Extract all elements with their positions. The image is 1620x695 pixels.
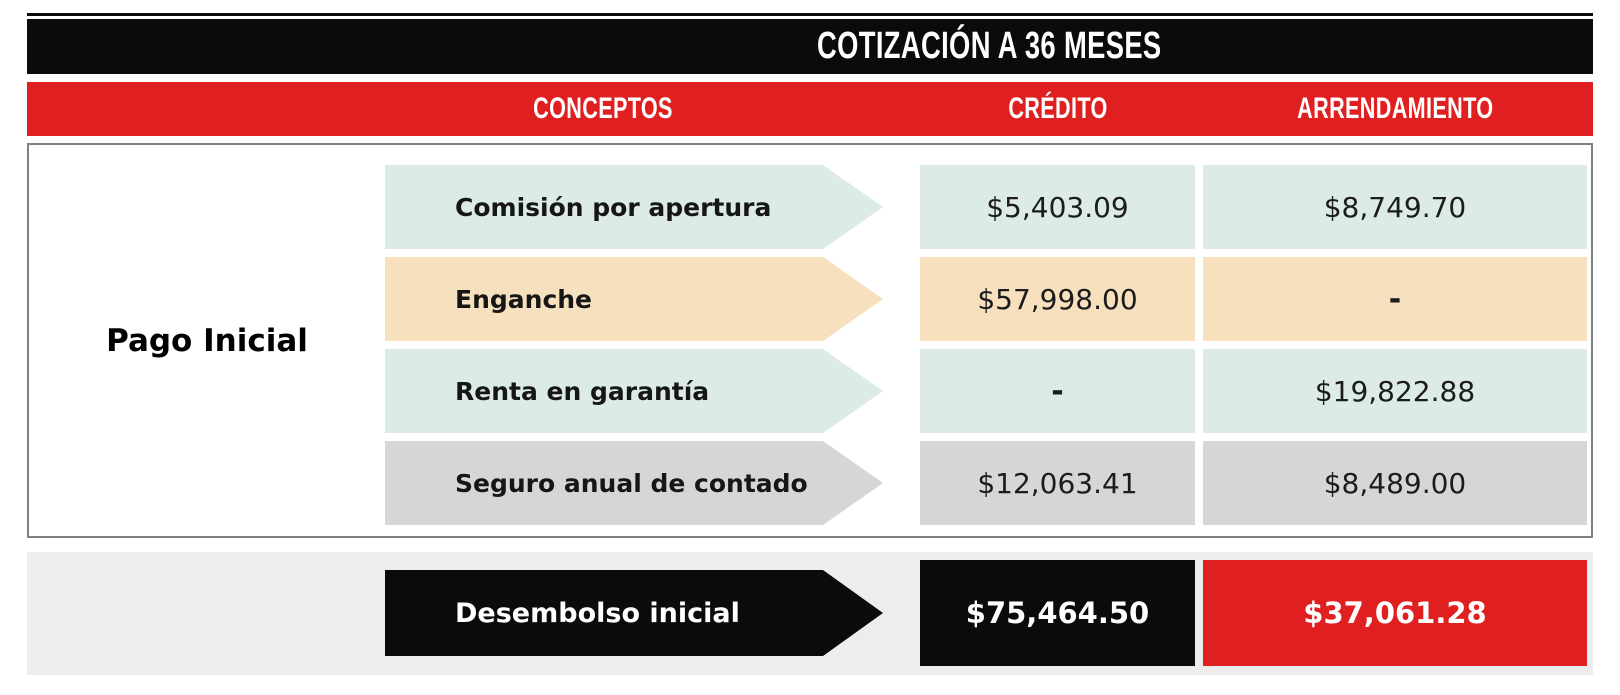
total-credito-value: $75,464.50 <box>920 560 1195 666</box>
total-label-arrow: Desembolso inicial <box>385 570 883 656</box>
credito-value: $5,403.09 <box>920 165 1195 249</box>
arrendamiento-value: $8,749.70 <box>1203 165 1587 249</box>
pago-inicial-section: Pago Inicial Comisión por apertura $5,40… <box>27 143 1593 538</box>
row-label-arrow: Renta en garantía <box>385 349 883 433</box>
quote-title: COTIZACIÓN A 36 MESES <box>816 25 1162 67</box>
column-header-credito: CRÉDITO <box>1007 92 1108 125</box>
top-rule <box>27 13 1593 16</box>
column-header-conceptos: CONCEPTOS <box>533 92 673 125</box>
credito-value: $12,063.41 <box>920 441 1195 525</box>
arrendamiento-value: - <box>1203 257 1587 341</box>
credito-value: $57,998.00 <box>920 257 1195 341</box>
row-label-arrow: Comisión por apertura <box>385 165 883 249</box>
arrendamiento-value: $8,489.00 <box>1203 441 1587 525</box>
total-arrendamiento-value: $37,061.28 <box>1203 560 1587 666</box>
quote-title-bar: COTIZACIÓN A 36 MESES <box>27 19 1593 74</box>
column-header-row: CONCEPTOS CRÉDITO ARRENDAMIENTO <box>27 82 1593 136</box>
credito-value: - <box>920 349 1195 433</box>
arrendamiento-value: $19,822.88 <box>1203 349 1587 433</box>
column-header-arrendamiento: ARRENDAMIENTO <box>1296 92 1494 125</box>
section-label: Pago Inicial <box>106 322 308 359</box>
row-label-arrow: Seguro anual de contado <box>385 441 883 525</box>
total-row: Desembolso inicial $75,464.50 $37,061.28 <box>27 552 1593 675</box>
row-label-arrow: Enganche <box>385 257 883 341</box>
